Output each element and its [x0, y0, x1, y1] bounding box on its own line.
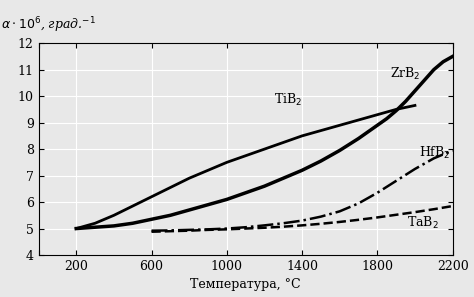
Text: $\alpha \cdot 10^6$, град.$^{-1}$: $\alpha \cdot 10^6$, град.$^{-1}$	[1, 15, 96, 35]
Text: TiB$_2$: TiB$_2$	[274, 92, 302, 108]
X-axis label: Температура, °C: Температура, °C	[190, 279, 301, 291]
Text: HfB$_2$: HfB$_2$	[419, 145, 450, 161]
Text: TaB$_2$: TaB$_2$	[408, 215, 439, 231]
Text: ZrB$_2$: ZrB$_2$	[391, 66, 421, 82]
